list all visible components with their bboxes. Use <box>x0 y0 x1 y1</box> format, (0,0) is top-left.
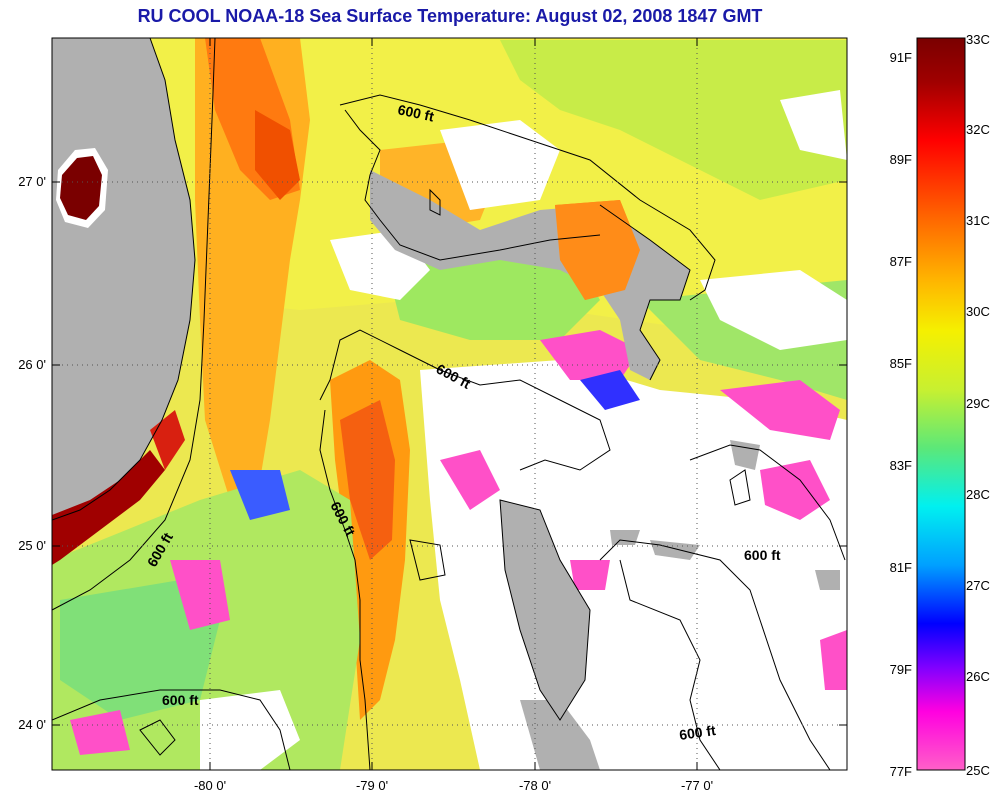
cool-fringe-5 <box>440 450 500 510</box>
cool-fringe-10 <box>70 710 130 755</box>
colorbar-f-label: 89F <box>890 152 912 167</box>
cool-fringe-7 <box>230 470 290 520</box>
map-frame <box>51 37 848 771</box>
lon-label: -77 0' <box>681 778 713 793</box>
lat-label: 25 0' <box>18 538 46 553</box>
colorbar-c-label: 31C <box>966 213 990 228</box>
cloud-cover-ne2 <box>780 90 847 160</box>
cay-3 <box>730 440 760 470</box>
colorbar-f-label: 87F <box>890 254 912 269</box>
colorbar-f-label: 91F <box>890 50 912 65</box>
contour-label: 600 ft <box>744 547 781 563</box>
colorbar-c-label: 32C <box>966 122 990 137</box>
colorbar-f-label: 81F <box>890 560 912 575</box>
cay-1 <box>610 530 640 545</box>
contour-labels: 600 ft 600 ft 600 ft 600 ft 600 ft 600 f… <box>144 101 781 708</box>
isobath-contours <box>52 38 846 770</box>
cool-fringe-9 <box>820 630 847 690</box>
coastlines <box>52 38 691 721</box>
sst-patch-ne <box>500 40 847 200</box>
colorbar-f-label: 83F <box>890 458 912 473</box>
graticule <box>52 38 847 770</box>
sst-cool-patch-sw <box>60 580 220 720</box>
colorbar-ramp <box>916 37 966 771</box>
lat-label: 27 0' <box>18 174 46 189</box>
andros-island <box>500 500 590 720</box>
colorbar-f-label: 85F <box>890 356 912 371</box>
cay-4 <box>815 570 840 590</box>
colorbar-c-label: 27C <box>966 578 990 593</box>
contour-label: 600 ft <box>162 692 199 708</box>
lon-label: -78 0' <box>519 778 551 793</box>
warm-tongue-core <box>340 400 395 560</box>
colorbar-c-label: 29C <box>966 396 990 411</box>
axis-ticks <box>52 38 847 770</box>
grand-bahama-warm <box>555 200 640 300</box>
gulf-stream-hot-spot <box>255 110 300 200</box>
cool-fringe-2 <box>580 370 640 410</box>
colorbar: 33C 32C 31C 30C 29C 28C 27C 26C 25C 91F … <box>890 32 990 779</box>
colorbar-c-label: 28C <box>966 487 990 502</box>
cool-fringe-4 <box>760 460 830 520</box>
lat-label: 24 0' <box>18 717 46 732</box>
florida-bay-warm <box>52 450 165 565</box>
cool-fringe-6 <box>170 560 230 630</box>
lat-label: 26 0' <box>18 357 46 372</box>
lon-label: -79 0' <box>356 778 388 793</box>
colorbar-f-label: 77F <box>890 764 912 779</box>
andros-south <box>520 700 600 770</box>
contour-label: 600 ft <box>678 722 717 743</box>
colorbar-f-label: 79F <box>890 662 912 677</box>
lake-okeechobee <box>60 156 102 220</box>
cloud-cover-sw <box>200 690 300 770</box>
cool-fringe-8 <box>570 560 610 590</box>
cloud-cover-north <box>440 120 560 210</box>
cool-fringe-1 <box>540 330 640 380</box>
cay-2 <box>650 540 700 560</box>
colorbar-c-label: 26C <box>966 669 990 684</box>
colorbar-c-label: 30C <box>966 304 990 319</box>
colorbar-c-label: 33C <box>966 32 990 47</box>
cloud-cover-ne <box>700 270 847 350</box>
map-field: 600 ft 600 ft 600 ft 600 ft 600 ft 600 f… <box>52 38 847 770</box>
map-title: RU COOL NOAA-18 Sea Surface Temperature:… <box>137 6 763 26</box>
lon-label: -80 0' <box>194 778 226 793</box>
colorbar-c-label: 25C <box>966 763 990 778</box>
cool-fringe-3 <box>720 380 840 440</box>
contour-label: 600 ft <box>396 101 435 124</box>
